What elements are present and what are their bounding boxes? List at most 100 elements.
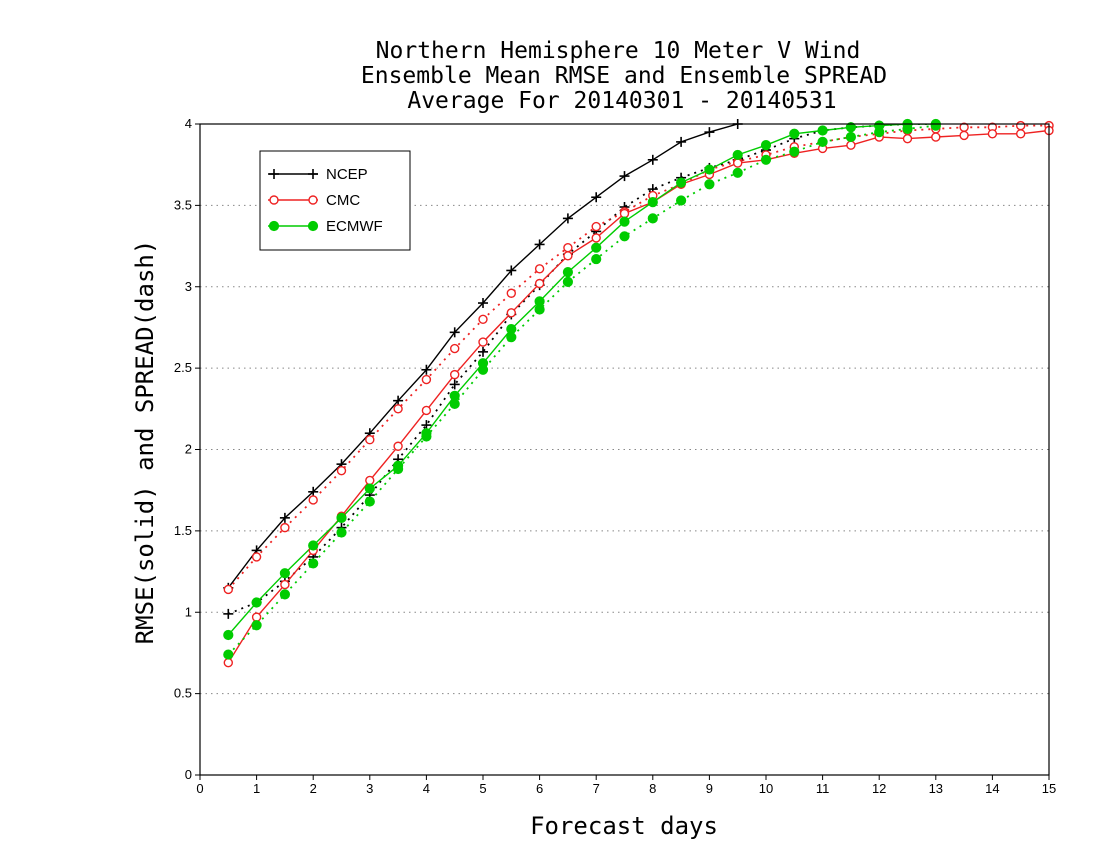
ecmwf-spread-point (336, 527, 347, 538)
cmc-spread-point (591, 221, 601, 232)
legend-item-cmc: CMC (268, 192, 360, 209)
ncep-rmse-line (227, 124, 744, 589)
cmc-spread-point (336, 465, 347, 476)
cmc-rmse-point (393, 441, 403, 451)
x-tick-label: 15 (1042, 781, 1056, 796)
legend-item-ncep: NCEP (268, 166, 368, 183)
ncep-rmse-point (279, 512, 290, 523)
legend-label-cmc: CMC (326, 192, 360, 209)
chart-title-line-3: Average For 20140301 - 20140531 (407, 88, 836, 114)
ecmwf-spread-point (732, 167, 743, 178)
ecmwf-rmse-point (619, 216, 630, 227)
y-tick-label: 2 (185, 442, 192, 457)
cmc-spread-point (534, 264, 545, 274)
plot-frame (199, 123, 1050, 776)
ecmwf-rmse-point (223, 629, 234, 641)
x-tick-label: 14 (985, 781, 999, 796)
ncep-rmse-point (591, 192, 602, 203)
cmc-rmse-point (846, 140, 856, 150)
y-tick-label: 3 (185, 279, 192, 294)
cmc-rmse-point (902, 133, 913, 144)
cmc-rmse-point (987, 129, 998, 139)
ncep-rmse-point (506, 265, 517, 276)
ecmwf-rmse-point (760, 140, 772, 151)
ecmwf-spread-point (619, 231, 630, 242)
ecmwf-rmse-point (364, 483, 375, 494)
ecmwf-spread-point (817, 136, 828, 148)
ncep-rmse-point (449, 327, 460, 338)
ncep-rmse-point (478, 298, 488, 309)
ncep-rmse-point (647, 154, 658, 165)
x-tick-label: 5 (479, 781, 486, 796)
cmc-spread-point (421, 374, 432, 385)
legend-label-ecmwf: ECMWF (326, 218, 383, 235)
legend: NCEP CMC ECMWF (259, 150, 411, 251)
legend-marker-cmc (269, 195, 279, 205)
cmc-spread-point (308, 495, 318, 505)
chart-title-line-1: Northern Hemisphere 10 Meter V Wind (376, 38, 861, 64)
y-axis-title: RMSE(solid) and SPREAD(dash) (131, 240, 159, 645)
x-tick-label: 13 (929, 781, 943, 796)
cmc-rmse-point (251, 612, 262, 622)
legend-marker-cmc (308, 195, 318, 205)
cmc-rmse-point (450, 369, 460, 380)
y-tick-label: 1 (185, 604, 192, 619)
y-tick-label: 3.5 (174, 197, 192, 212)
x-tick-label: 7 (593, 781, 600, 796)
x-tick-label: 4 (423, 781, 430, 796)
ecmwf-spread-point (251, 620, 262, 631)
cmc-rmse-point (591, 233, 601, 243)
y-tick-label: 1.5 (174, 523, 192, 538)
ncep-rmse-point (421, 364, 432, 375)
cmc-spread-point (478, 314, 488, 324)
ecmwf-spread-point (279, 589, 290, 600)
ecmwf-rmse-point (647, 197, 658, 208)
legend-marker-ecmwf (307, 220, 319, 232)
legend-marker-ecmwf (268, 220, 280, 232)
cmc-rmse-point (365, 475, 375, 486)
ecmwf-spread-point (789, 146, 800, 157)
y-tick-label: 2.5 (174, 360, 192, 375)
ecmwf-rmse-point (591, 242, 602, 253)
ecmwf-rmse-point (336, 512, 347, 523)
ncep-rmse-point (619, 171, 630, 182)
ecmwf-rmse-point (506, 323, 517, 335)
ecmwf-spread-point (845, 131, 857, 143)
cmc-rmse-point (959, 130, 969, 141)
ncep-spread-point (478, 346, 488, 357)
x-tick-label: 0 (196, 781, 203, 796)
cmc-rmse-point (478, 337, 488, 347)
ecmwf-rmse-point (534, 296, 545, 307)
cmc-spread-point (1016, 120, 1026, 131)
cmc-spread-point (365, 435, 375, 445)
ecmwf-rmse-point (421, 428, 432, 439)
ecmwf-spread-point (223, 649, 234, 660)
x-tick-label: 11 (816, 781, 830, 796)
cmc-rmse-point (421, 405, 432, 416)
ecmwf-rmse-point (393, 460, 404, 471)
cmc-rmse-point (223, 658, 234, 668)
x-tick-label: 12 (872, 781, 886, 796)
ecmwf-rmse-point (732, 149, 743, 161)
ncep-rmse-point (676, 136, 687, 147)
ecmwf-spread-point (760, 154, 772, 165)
x-tick-label: 10 (759, 781, 773, 796)
cmc-rmse-point (733, 158, 743, 168)
ecmwf-spread-point (308, 558, 319, 569)
ecmwf-spread-point (591, 253, 602, 265)
cmc-rmse-point (1016, 129, 1026, 139)
x-tick-label: 3 (366, 781, 373, 796)
x-tick-label: 8 (649, 781, 656, 796)
y-axis-ticks: 0 0.5 1 1.5 2 2.5 3 3.5 4 (174, 116, 200, 782)
legend-label-ncep: NCEP (326, 166, 368, 183)
cmc-rmse-point (931, 132, 941, 142)
ncep-rmse-point (704, 127, 715, 138)
cmc-rmse-point (506, 308, 516, 318)
ecmwf-rmse-point (562, 267, 574, 278)
ecmwf-spread-point (647, 213, 658, 224)
x-tick-label: 2 (310, 781, 317, 796)
chart-title-line-2: Ensemble Mean RMSE and Ensemble SPREAD (361, 63, 887, 89)
legend-marker-ncep (269, 169, 279, 179)
x-axis-title: Forecast days (530, 812, 718, 840)
ecmwf-rmse-point (251, 597, 262, 608)
